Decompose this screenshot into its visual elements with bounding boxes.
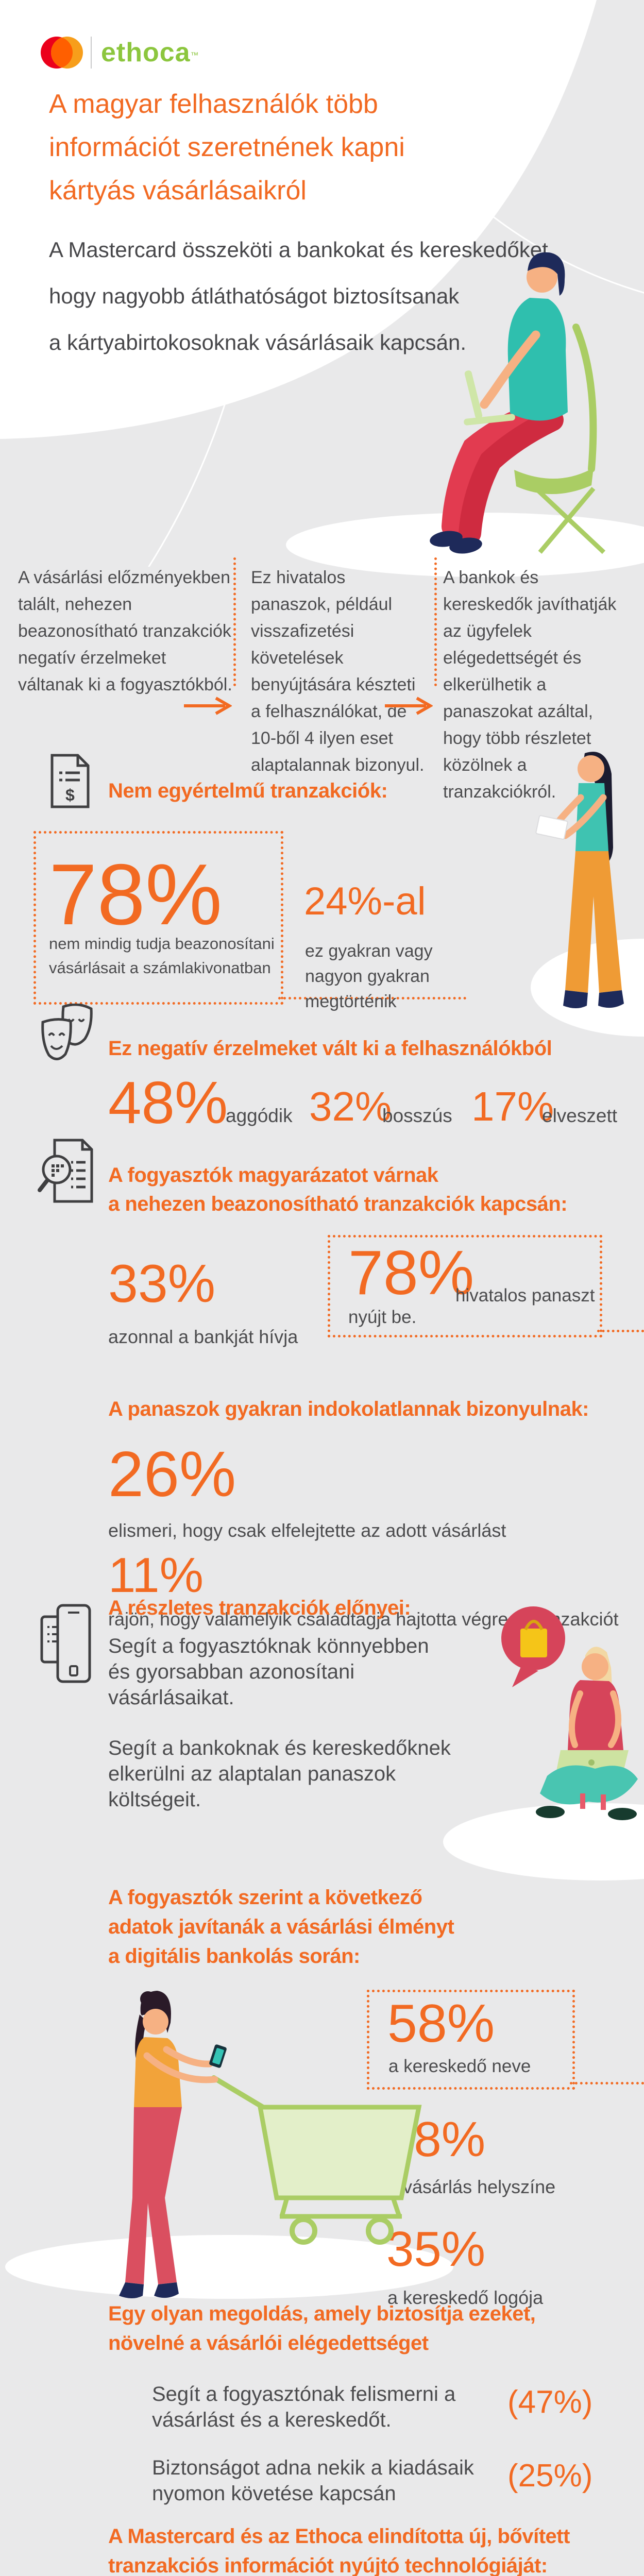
illustration-woman-laptop bbox=[501, 1606, 638, 1820]
improve-stat-3-value: 35% bbox=[386, 2222, 486, 2277]
explanation-stat-label: azonnal a bankját hívja bbox=[108, 1326, 298, 1347]
flow-col-2: Ez hivatalos panaszok, például visszafiz… bbox=[251, 568, 425, 775]
page-title: A magyar felhasználók több információt s… bbox=[49, 82, 544, 212]
benefits-p2-line-3: költségeit. bbox=[108, 1788, 201, 1811]
explanation-stat-value: 33% bbox=[108, 1254, 216, 1314]
illustration-woman-cart bbox=[119, 1991, 422, 2298]
benefits-paragraph-2: Segít a bankoknak és kereskedőknek elker… bbox=[108, 1735, 451, 1812]
phone-card-icon bbox=[40, 1604, 91, 1683]
solution-item-2-value: (25%) bbox=[507, 2458, 593, 2494]
improve-heading-line-1: A fogyasztók szerint a következő bbox=[108, 1886, 422, 1909]
flow-col-3: A bankok és kereskedők javíthatják az üg… bbox=[443, 568, 617, 802]
emotions-stat-2-label: bosszús bbox=[382, 1105, 452, 1126]
benefits-p2-line-2: elkerülni az alaptalan panaszok bbox=[108, 1762, 396, 1785]
intro-text: A Mastercard összeköti a bankokat és ker… bbox=[49, 227, 574, 366]
flow-arrow-icon bbox=[184, 697, 232, 715]
explanation-heading-line-1: A fogyasztók magyarázatot várnak bbox=[108, 1164, 438, 1187]
receipt-icon: $ bbox=[50, 754, 90, 808]
ethoca-logo: ethoca™ bbox=[101, 37, 199, 68]
background-top-shape bbox=[0, 0, 597, 439]
ground-ellipse-cart bbox=[5, 2235, 453, 2299]
benefits-paragraph-1: Segít a fogyasztóknak könnyebben és gyor… bbox=[108, 1633, 429, 1710]
title-line-3: kártyás vásárlásaikról bbox=[49, 176, 307, 206]
unclear-box-extension bbox=[278, 997, 466, 999]
improve-box-extension bbox=[570, 2082, 644, 2084]
theater-masks-icon bbox=[41, 1004, 93, 1060]
improve-stat-1-label: a kereskedő neve bbox=[388, 2056, 531, 2076]
benefits-p2-line-1: Segít a bankoknak és kereskedőknek bbox=[108, 1737, 451, 1759]
solution-item-2-line-1: Biztonságot adna nekik a kiadásaik bbox=[152, 2456, 474, 2479]
solution-heading-line-2: növelné a vásárlói elégedettséget bbox=[108, 2332, 429, 2354]
solution-item-1-line-2: vásárlást és a kereskedőt. bbox=[152, 2409, 392, 2431]
improve-heading-line-2: adatok javítanák a vásárlási élményt bbox=[108, 1916, 454, 1938]
improve-stat-3-label: a kereskedő logója bbox=[387, 2287, 544, 2308]
explanation-stat-box bbox=[328, 1235, 602, 1337]
benefits-heading: A részletes tranzakciók előnyei: bbox=[108, 1597, 411, 1619]
unfounded-stat-2-value: 11% bbox=[108, 1548, 204, 1603]
solution-item-1-value: (47%) bbox=[507, 2384, 593, 2420]
solution-item-1-line-1: Segít a fogyasztónak felismerni a bbox=[152, 2383, 456, 2405]
explanation-box-label-right: hivatalos panaszt bbox=[455, 1285, 595, 1306]
intro-line-1: A Mastercard összeköti a bankokat és ker… bbox=[49, 238, 554, 262]
emotions-heading: Ez negatív érzelmeket vált ki a felhaszn… bbox=[108, 1037, 552, 1060]
unclear-side-label: ez gyakran vagy nagyon gyakran megtörtén… bbox=[305, 941, 433, 1011]
improve-stat-box bbox=[367, 1990, 575, 2090]
emotions-stat-3-value: 17% bbox=[471, 1083, 554, 1129]
ethoca-logo-text: ethoca bbox=[101, 38, 191, 67]
mastercard-logo-icon bbox=[41, 37, 83, 69]
title-line-1: A magyar felhasználók több bbox=[49, 89, 378, 119]
intro-line-2: hogy nagyobb átláthatóságot biztosítsana… bbox=[49, 284, 460, 308]
emotions-stat-2-value: 32% bbox=[309, 1083, 392, 1129]
flow-separator-1 bbox=[233, 557, 236, 686]
explanation-box-extension bbox=[597, 1330, 644, 1332]
improve-stat-2-label: a vásárlás helyszíne bbox=[387, 2176, 556, 2197]
launch-heading-line-2: tranzakciós információt nyújtó technológ… bbox=[108, 2554, 548, 2576]
solution-heading-line-1: Egy olyan megoldás, amely biztosítja eze… bbox=[108, 2302, 536, 2325]
intro-line-3: a kártyabirtokosoknak vásárlásaik kapcsá… bbox=[49, 330, 467, 354]
emotions-stat-1-value: 48% bbox=[108, 1069, 228, 1136]
illustration-woman-receipt bbox=[535, 752, 624, 1008]
unclear-stat-label: nem mindig tudja beazonosítani vásárlása… bbox=[49, 935, 275, 977]
explanation-heading-line-2: a nehezen beazonosítható tranzakciók kap… bbox=[108, 1193, 568, 1215]
benefits-p1-line-1: Segít a fogyasztóknak könnyebben bbox=[108, 1635, 429, 1657]
title-line-2: információt szeretnének kapni bbox=[49, 132, 405, 162]
dollar-symbol: $ bbox=[65, 786, 75, 804]
unclear-side-value: 24%-al bbox=[304, 879, 426, 923]
improve-stat-1-value: 58% bbox=[387, 1994, 495, 2054]
explanation-box-value: 78% bbox=[348, 1238, 474, 1308]
trademark-symbol: ™ bbox=[190, 51, 199, 60]
unclear-stat-value: 78% bbox=[49, 846, 223, 943]
launch-heading-line-1: A Mastercard és az Ethoca elindította új… bbox=[108, 2525, 570, 2548]
unfounded-stat-1-label: elismeri, hogy csak elfelejtette az adot… bbox=[108, 1520, 506, 1541]
emotions-stat-1-label: aggódik bbox=[226, 1105, 293, 1126]
explanation-box-label-below: nyújt be. bbox=[348, 1307, 417, 1327]
illustration-man-laptop bbox=[430, 252, 606, 554]
benefits-p1-line-3: vásárlásaikat. bbox=[108, 1686, 234, 1709]
benefits-p1-line-2: és gyorsabban azonosítani bbox=[108, 1660, 355, 1683]
flow-arrow-icon bbox=[385, 697, 433, 715]
flow-separator-2 bbox=[434, 557, 437, 686]
magnifier-document-icon bbox=[38, 1139, 93, 1203]
solution-item-2-line-2: nyomon követése kapcsán bbox=[152, 2482, 396, 2505]
logo-divider bbox=[91, 37, 92, 69]
solution-item-2: Biztonságot adna nekik a kiadásaik nyomo… bbox=[152, 2455, 474, 2506]
solution-item-1: Segít a fogyasztónak felismerni a vásárl… bbox=[152, 2381, 455, 2433]
unclear-stat-box bbox=[33, 831, 283, 1005]
unclear-heading: Nem egyértelmű tranzakciók: bbox=[108, 779, 388, 802]
improve-heading-line-3: a digitális bankolás során: bbox=[108, 1945, 360, 1968]
unfounded-stat-1-value: 26% bbox=[108, 1439, 236, 1510]
unfounded-heading: A panaszok gyakran indokolatlannak bizon… bbox=[108, 1398, 589, 1420]
flow-col-1: A vásárlási előzményekben talált, neheze… bbox=[18, 568, 232, 694]
header-logo: ethoca™ bbox=[40, 36, 199, 69]
emotions-stat-3-label: elveszett bbox=[542, 1105, 618, 1126]
